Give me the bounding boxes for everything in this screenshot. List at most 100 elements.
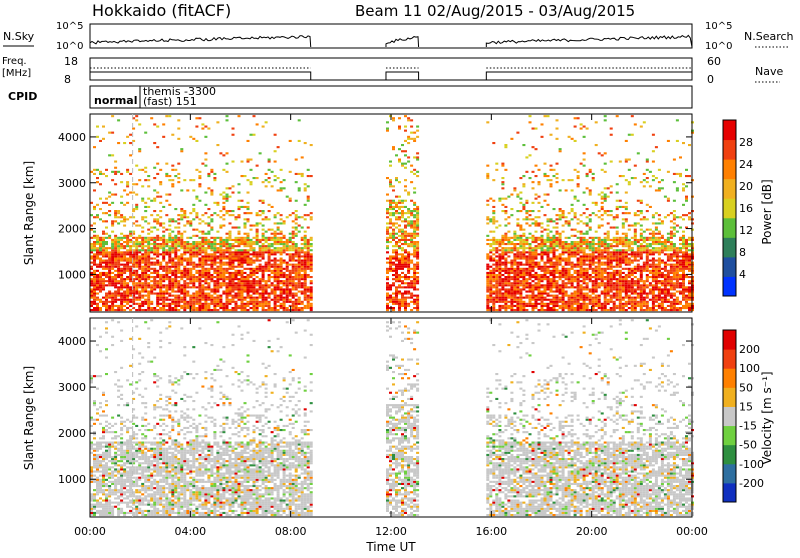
range-cell bbox=[510, 249, 513, 251]
range-cell bbox=[147, 198, 150, 200]
range-cell bbox=[401, 200, 404, 202]
range-cell bbox=[386, 286, 389, 288]
range-cell bbox=[613, 272, 616, 274]
range-cell bbox=[532, 276, 535, 278]
range-cell bbox=[262, 245, 265, 247]
range-cell bbox=[277, 260, 280, 262]
range-cell bbox=[625, 280, 628, 282]
range-cell bbox=[395, 291, 398, 293]
range-cell bbox=[404, 200, 407, 202]
range-cell bbox=[174, 268, 177, 270]
range-cell bbox=[165, 270, 168, 272]
range-cell bbox=[574, 214, 577, 216]
range-cell bbox=[407, 255, 410, 257]
range-cell bbox=[492, 293, 495, 295]
range-cell bbox=[105, 241, 108, 243]
range-cell bbox=[577, 117, 580, 119]
range-cell bbox=[156, 220, 159, 222]
range-cell bbox=[492, 286, 495, 288]
range-cell bbox=[492, 272, 495, 274]
range-cell bbox=[628, 301, 631, 303]
range-cell bbox=[525, 295, 528, 297]
range-cell bbox=[589, 276, 592, 278]
range-cell bbox=[216, 297, 219, 299]
range-cell bbox=[595, 266, 598, 268]
range-cell bbox=[522, 280, 525, 282]
range-cell bbox=[268, 204, 271, 206]
range-cell bbox=[562, 245, 565, 247]
range-cell bbox=[492, 280, 495, 282]
range-cell bbox=[416, 272, 419, 274]
range-cell bbox=[198, 245, 201, 247]
range-cell bbox=[532, 286, 535, 288]
range-cell bbox=[159, 288, 162, 290]
range-cell bbox=[156, 303, 159, 305]
range-cell bbox=[289, 272, 292, 274]
range-cell bbox=[525, 212, 528, 214]
range-cell bbox=[198, 247, 201, 249]
range-cell bbox=[277, 237, 280, 239]
range-cell bbox=[577, 200, 580, 202]
range-cell bbox=[213, 239, 216, 241]
range-cell bbox=[135, 264, 138, 266]
range-cell bbox=[247, 245, 250, 247]
range-cell bbox=[259, 297, 262, 299]
freq-segment-0 bbox=[90, 72, 311, 80]
range-cell bbox=[568, 309, 571, 311]
range-cell bbox=[583, 251, 586, 253]
range-cell bbox=[120, 309, 123, 311]
range-cell bbox=[135, 247, 138, 249]
range-cell bbox=[610, 260, 613, 262]
range-cell bbox=[607, 253, 610, 255]
range-cell bbox=[286, 301, 289, 303]
range-cell bbox=[513, 258, 516, 260]
range-cell bbox=[192, 245, 195, 247]
range-cell bbox=[93, 293, 96, 295]
range-cell bbox=[516, 255, 519, 257]
range-cell bbox=[222, 268, 225, 270]
range-cell bbox=[589, 241, 592, 243]
range-cell bbox=[601, 291, 604, 293]
range-cell bbox=[580, 245, 583, 247]
range-cell bbox=[135, 206, 138, 208]
range-cell bbox=[189, 299, 192, 301]
range-cell bbox=[204, 276, 207, 278]
range-cell bbox=[114, 212, 117, 214]
range-cell bbox=[117, 266, 120, 268]
range-cell bbox=[592, 291, 595, 293]
range-cell bbox=[126, 270, 129, 272]
range-cell bbox=[529, 237, 532, 239]
range-cell bbox=[510, 243, 513, 245]
range-cell bbox=[168, 239, 171, 241]
range-cell bbox=[610, 247, 613, 249]
range-cell bbox=[628, 303, 631, 305]
range-cell bbox=[386, 297, 389, 299]
range-cell bbox=[628, 297, 631, 299]
range-cell bbox=[153, 241, 156, 243]
range-cell bbox=[183, 231, 186, 233]
range-cell bbox=[529, 297, 532, 299]
range-cell bbox=[604, 282, 607, 284]
range-cell bbox=[226, 152, 229, 154]
range-cell bbox=[213, 284, 216, 286]
range-cell bbox=[177, 163, 180, 165]
range-cell bbox=[489, 274, 492, 276]
range-cell bbox=[289, 270, 292, 272]
range-cell bbox=[577, 278, 580, 280]
range-cell bbox=[286, 262, 289, 264]
range-cell bbox=[386, 262, 389, 264]
range-cell bbox=[553, 262, 556, 264]
range-cell bbox=[183, 260, 186, 262]
range-cell bbox=[271, 206, 274, 208]
range-cell bbox=[595, 243, 598, 245]
range-cell bbox=[147, 282, 150, 284]
range-cell bbox=[189, 282, 192, 284]
range-cell bbox=[389, 260, 392, 262]
range-cell bbox=[165, 286, 168, 288]
range-cell bbox=[532, 274, 535, 276]
range-cell bbox=[592, 258, 595, 260]
range-cell bbox=[416, 268, 419, 270]
range-cell bbox=[489, 301, 492, 303]
range-cell bbox=[571, 249, 574, 251]
range-cell bbox=[274, 291, 277, 293]
